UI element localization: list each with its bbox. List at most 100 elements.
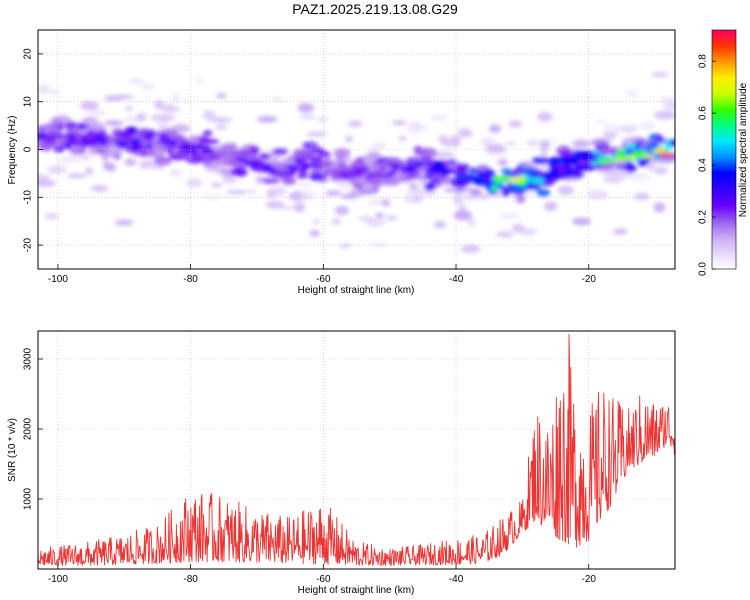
heatmap-cell: [468, 167, 478, 174]
colorbar-ticks: 0.0 0.2 0.4 0.6 0.8: [698, 54, 716, 276]
heatmap-ridge-cell: [243, 160, 256, 167]
heatmap-ridge-cell: [353, 167, 370, 173]
heatmap-speckle: [67, 173, 87, 178]
heatmap-speckle: [499, 212, 521, 220]
heatmap-speckle: [169, 169, 183, 176]
heatmap-cell: [335, 155, 345, 162]
heatmap-speckle: [653, 202, 666, 213]
heatmap-speckle: [270, 186, 286, 197]
heatmap-cell: [240, 152, 251, 158]
heatmap-speckle: [466, 218, 477, 227]
heatmap-speckle: [480, 137, 497, 143]
heatmap-cell: [39, 145, 53, 152]
heatmap-speckle: [537, 112, 553, 122]
heatmap-speckle: [603, 124, 621, 133]
heatmap-cell: [272, 148, 289, 155]
heatmap-y-axis-label: Frequency (Hz): [7, 116, 18, 185]
snr-x-axis-label: Height of straight line (km): [298, 585, 415, 596]
heatmap-speckle: [512, 223, 524, 233]
heatmap-speckle: [300, 113, 316, 120]
heatmap-x-tick-label: -20: [582, 274, 597, 285]
heatmap-speckle: [479, 193, 490, 200]
heatmap-speckle: [202, 110, 216, 120]
heatmap-ridge-cell: [617, 155, 626, 160]
heatmap-ridge-cell: [146, 143, 153, 149]
heatmap-cell: [622, 137, 642, 143]
heatmap-ridge-cell: [425, 174, 432, 180]
heatmap-speckle: [49, 89, 60, 95]
heatmap-ridge-cell: [657, 146, 665, 154]
heatmap-y-tick-label: 20: [23, 48, 34, 60]
heatmap-ridge-cell: [379, 165, 386, 171]
heatmap-y-tick-label: 10: [23, 96, 34, 108]
heatmap-speckle: [488, 124, 502, 133]
heatmap-speckle: [654, 166, 668, 175]
heatmap-ridge-cell: [580, 152, 595, 160]
heatmap-ridge-cell: [66, 134, 77, 140]
heatmap-speckle: [84, 167, 94, 175]
heatmap-speckle: [634, 192, 650, 201]
heatmap-ridge-cell: [303, 165, 311, 170]
heatmap-ridge-cell: [556, 158, 571, 163]
heatmap-speckle: [357, 216, 374, 221]
heatmap-cell: [338, 162, 348, 168]
heatmap-speckle: [344, 135, 353, 143]
heatmap-speckle: [457, 203, 467, 212]
heatmap-cell: [559, 149, 572, 158]
heatmap-speckle: [265, 201, 285, 209]
heatmap-ridge-cell: [627, 154, 636, 161]
heatmap-gridlines: [38, 30, 675, 269]
heatmap-x-axis-label: Height of straight line (km): [298, 285, 415, 296]
heatmap-ridge-cell: [631, 150, 647, 157]
heatmap-y-ticks: -20 -10 0 10 20: [23, 48, 43, 252]
heatmap-ridge-cell: [156, 137, 165, 145]
heatmap-ridge-cell: [45, 130, 59, 136]
heatmap-speckle: [215, 124, 228, 130]
heatmap-cell: [500, 168, 512, 174]
heatmap-speckle: [381, 199, 391, 207]
colorbar-tick-label: 0.4: [698, 158, 709, 172]
heatmap-cell: [359, 155, 379, 165]
heatmap-speckle: [194, 78, 204, 83]
heatmap-ridge-cell: [455, 173, 469, 180]
heatmap-cell: [82, 117, 98, 123]
heatmap-speckle: [430, 115, 449, 120]
heatmap-cell: [259, 153, 271, 160]
heatmap-ridge-cell: [55, 137, 70, 142]
heatmap-cell: [478, 166, 488, 172]
heatmap-speckle: [38, 84, 50, 94]
heatmap-speckle: [309, 230, 321, 237]
heatmap-ridge-cell: [597, 156, 613, 162]
snr-x-tick-label: -100: [48, 574, 68, 585]
snr-gridlines: [38, 331, 675, 569]
heatmap-speckle: [44, 213, 59, 220]
heatmap-ridge-cell: [549, 167, 557, 175]
heatmap-speckle: [295, 182, 314, 187]
heatmap-ridge-cell: [492, 176, 508, 183]
heatmap-ridge-cell: [106, 139, 116, 146]
heatmap-speckle: [86, 109, 107, 117]
heatmap-x-tick-label: -100: [48, 274, 68, 285]
heatmap-speckle: [299, 190, 316, 201]
heatmap-speckle: [659, 96, 675, 105]
heatmap-ridge-cell: [518, 180, 527, 187]
heatmap-speckle: [651, 72, 669, 77]
heatmap-y-tick-label: 0: [23, 146, 34, 152]
heatmap-speckle: [161, 103, 175, 113]
heatmap-ridge-cell: [275, 167, 290, 172]
heatmap-speckle: [114, 219, 134, 226]
heatmap-cell: [261, 177, 281, 184]
heatmap-speckle: [365, 218, 386, 227]
heatmap-ridge-cell: [490, 185, 499, 191]
heatmap-ridge-cell: [532, 177, 545, 183]
heatmap-cell: [175, 148, 185, 159]
heatmap-cell: [456, 180, 467, 189]
heatmap-ridge-cell: [204, 147, 214, 154]
heatmap-speckle: [140, 160, 153, 168]
heatmap-speckle: [385, 215, 398, 221]
heatmap-ridge-cell: [400, 168, 409, 174]
heatmap-speckle: [495, 231, 514, 238]
heatmap-cell: [220, 143, 236, 152]
heatmap-speckle: [508, 120, 523, 128]
heatmap-speckle: [403, 193, 415, 204]
